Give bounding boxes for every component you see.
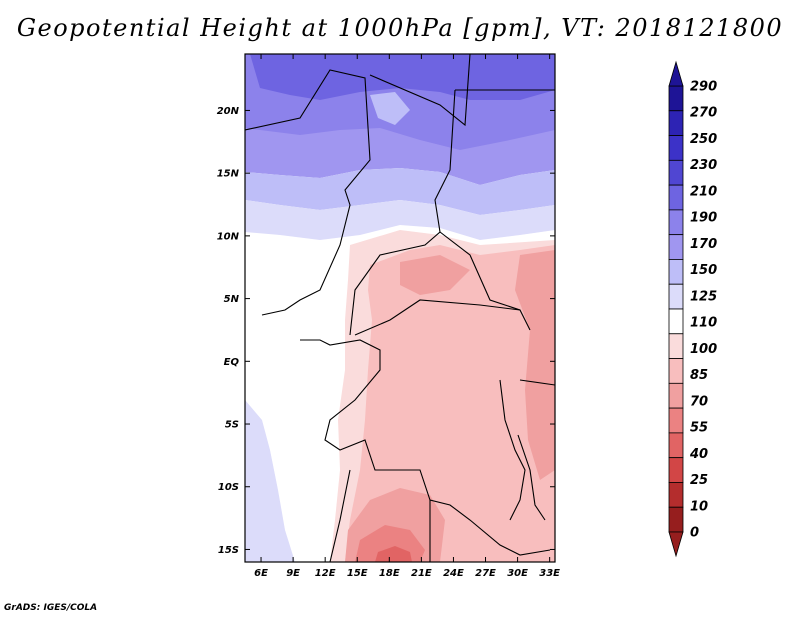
lon-tick-label: 27E <box>475 568 496 579</box>
colorbar-label: 290 <box>690 80 717 95</box>
lat-tick-label: 10N <box>217 231 240 242</box>
lon-tick-label: 18E <box>379 568 400 579</box>
longitude-axis: 6E 9E 12E 15E 18E 21E 24E 27E 30E 33E <box>254 54 560 579</box>
colorbar-swatch <box>668 110 684 136</box>
colorbar-swatch <box>668 234 684 260</box>
colorbar-swatch <box>668 259 684 285</box>
chart-title: Geopotential Height at 1000hPa [gpm], VT… <box>16 14 784 42</box>
colorbar-label: 230 <box>690 158 717 173</box>
colorbar-label: 190 <box>690 211 717 226</box>
lon-tick-label: 33E <box>539 568 560 579</box>
colorbar-label: 70 <box>690 394 708 409</box>
colorbar-label: 270 <box>690 106 717 121</box>
colorbar-label: 250 <box>690 132 717 147</box>
colorbar-swatch <box>668 482 684 508</box>
colorbar-swatch <box>668 283 684 310</box>
colorbar-swatch <box>668 159 684 186</box>
colorbar-swatch <box>668 209 684 236</box>
lat-tick-label: 5N <box>224 294 240 305</box>
colorbar-swatch <box>668 382 684 409</box>
colorbar: 2902702502302101901701501251101008570554… <box>668 60 717 558</box>
colorbar-label: 40 <box>689 447 708 462</box>
colorbar-label: 55 <box>690 421 708 436</box>
colorbar-label: 100 <box>690 342 717 357</box>
lat-tick-label: 5S <box>225 420 239 431</box>
band-210-230 <box>250 54 555 100</box>
colorbar-label: 0 <box>690 526 699 541</box>
lat-tick-label: 15S <box>218 545 239 556</box>
colorbar-swatch <box>668 432 684 459</box>
west-coastal-blue <box>245 400 295 562</box>
colorbar-swatch <box>668 333 684 359</box>
lon-tick-label: 9E <box>286 568 300 579</box>
colorbar-swatch <box>668 308 684 335</box>
lon-tick-label: 24E <box>443 568 464 579</box>
band-70-85-east <box>515 250 555 480</box>
lat-tick-label: 20N <box>217 106 240 117</box>
height-field <box>245 54 555 562</box>
colorbar-swatch <box>668 407 684 434</box>
lon-tick-label: 30E <box>507 568 528 579</box>
lat-tick-label: EQ <box>224 357 240 368</box>
colorbar-label: 10 <box>690 499 708 514</box>
band-110-125 <box>245 200 555 240</box>
grads-credit: GrADS: IGES/COLA <box>4 603 98 613</box>
lat-tick-label: 10S <box>218 482 239 493</box>
colorbar-label: 110 <box>690 316 717 331</box>
colorbar-swatch <box>668 184 684 211</box>
band-40-55 <box>375 546 412 562</box>
borders <box>245 54 555 562</box>
colorbar-label: 85 <box>690 368 708 383</box>
lon-tick-label: 15E <box>347 568 368 579</box>
map-frame <box>244 53 556 563</box>
colorbar-bottom-arrow <box>668 531 684 558</box>
band-85-100 <box>345 245 555 562</box>
band-125-150 <box>245 168 555 215</box>
colorbar-swatch <box>668 85 684 112</box>
colorbar-swatch <box>668 506 684 533</box>
colorbar-swatch <box>668 358 684 384</box>
colorbar-label: 170 <box>690 237 717 252</box>
colorbar-swatch <box>668 457 684 483</box>
colorbar-swatch <box>668 135 684 161</box>
lon-tick-label: 6E <box>254 568 268 579</box>
colorbar-label: 210 <box>690 184 717 199</box>
colorbar-label: 125 <box>690 289 717 304</box>
band-bright-patch <box>370 92 410 125</box>
band-70-85 <box>400 255 470 295</box>
lat-tick-label: 15N <box>217 169 240 180</box>
latitude-axis: 20N 15N 10N 5N EQ 5S 10S 15S <box>217 106 555 556</box>
colorbar-label: 150 <box>690 263 717 278</box>
colorbar-label: 25 <box>690 473 708 488</box>
colorbar-top-arrow <box>668 60 684 87</box>
lon-tick-label: 21E <box>411 568 432 579</box>
lon-tick-label: 12E <box>315 568 336 579</box>
